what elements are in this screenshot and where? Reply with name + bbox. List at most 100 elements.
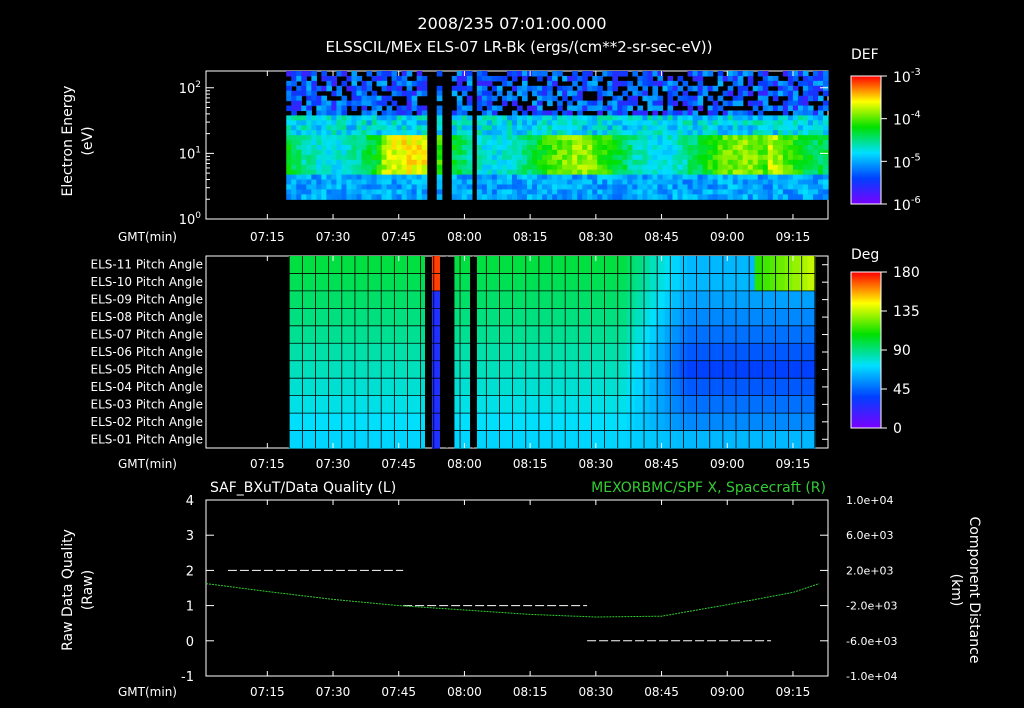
energy-cell bbox=[371, 95, 378, 102]
energy-cell bbox=[421, 105, 428, 112]
energy-cell bbox=[336, 189, 343, 195]
deg-colorbar-tick-label-2: 90 bbox=[893, 343, 911, 359]
pitch-cell bbox=[762, 325, 771, 344]
pitch-cell bbox=[349, 430, 358, 449]
energy-cell bbox=[481, 189, 488, 195]
energy-cell bbox=[592, 169, 598, 176]
pitch-x-tick-label-5: 08:30 bbox=[579, 457, 614, 471]
energy-cell bbox=[777, 149, 784, 156]
energy-cell bbox=[356, 120, 363, 126]
energy-cell bbox=[351, 159, 358, 166]
energy-cell bbox=[582, 135, 588, 141]
energy-cell bbox=[587, 194, 593, 200]
pitch-cell bbox=[319, 308, 328, 327]
energy-cell bbox=[527, 159, 533, 166]
energy-cell bbox=[496, 194, 503, 200]
energy-cell bbox=[682, 140, 689, 146]
energy-cell bbox=[336, 130, 343, 136]
pitch-cell bbox=[319, 413, 328, 432]
energy-cell bbox=[662, 130, 669, 136]
energy-cell bbox=[436, 105, 443, 112]
energy-cell bbox=[647, 135, 654, 141]
energy-cell bbox=[411, 189, 418, 195]
energy-cell bbox=[602, 169, 608, 176]
energy-cell bbox=[496, 169, 503, 176]
energy-cell bbox=[792, 71, 799, 77]
energy-cell bbox=[326, 174, 333, 181]
energy-cell bbox=[567, 110, 573, 116]
energy-cell bbox=[416, 174, 423, 181]
energy-cell bbox=[787, 194, 794, 200]
energy-cell bbox=[642, 169, 649, 176]
energy-cell bbox=[341, 140, 348, 146]
pitch-cell bbox=[657, 395, 666, 414]
pitch-cell bbox=[807, 343, 816, 362]
energy-cell bbox=[341, 125, 348, 131]
energy-cell bbox=[797, 120, 804, 126]
pitch-cell bbox=[401, 273, 410, 292]
pitch-cell bbox=[709, 308, 718, 327]
energy-cell bbox=[737, 71, 744, 77]
energy-cell bbox=[381, 145, 388, 151]
energy-cell bbox=[712, 120, 719, 126]
energy-cell bbox=[401, 189, 408, 195]
energy-cell bbox=[291, 140, 297, 146]
energy-cell bbox=[612, 80, 618, 87]
energy-cell bbox=[602, 105, 608, 112]
energy-cell bbox=[582, 125, 588, 131]
energy-cell bbox=[376, 174, 383, 181]
energy-cell bbox=[652, 189, 659, 195]
energy-cell bbox=[517, 174, 523, 181]
pitch-cell bbox=[289, 256, 298, 275]
energy-cell bbox=[667, 90, 674, 97]
energy-cell bbox=[552, 120, 558, 126]
quality-x-tick-label-6: 08:45 bbox=[644, 685, 679, 699]
pitch-x-tick-label-7: 09:00 bbox=[710, 457, 745, 471]
pitch-cell bbox=[567, 413, 576, 432]
energy-cell bbox=[436, 169, 443, 176]
pitch-cell bbox=[709, 256, 718, 275]
energy-cell bbox=[747, 125, 754, 131]
pitch-cell bbox=[769, 325, 778, 344]
pitch-cell bbox=[394, 395, 403, 414]
energy-cell bbox=[406, 105, 413, 112]
quality-ylabel-left-units: (Raw) bbox=[80, 570, 96, 610]
energy-cell bbox=[547, 80, 553, 87]
energy-cell bbox=[757, 159, 764, 166]
energy-cell bbox=[321, 100, 327, 107]
energy-cell bbox=[341, 164, 348, 171]
energy-cell bbox=[501, 179, 508, 186]
energy-cell bbox=[627, 169, 633, 176]
pitch-cell bbox=[431, 395, 441, 414]
pitch-cell bbox=[379, 430, 388, 449]
energy-cell bbox=[622, 110, 628, 116]
pitch-cell bbox=[747, 378, 756, 397]
pitch-cell bbox=[506, 308, 516, 327]
energy-cell bbox=[396, 169, 403, 176]
energy-cell bbox=[406, 80, 413, 87]
energy-cell bbox=[296, 130, 302, 136]
energy-cell bbox=[752, 130, 759, 136]
energy-cell bbox=[361, 179, 368, 186]
pitch-cell bbox=[454, 378, 463, 397]
pitch-row-label-8: ELS-03 Pitch Angle bbox=[91, 397, 203, 411]
pitch-x-tick-label-3: 08:00 bbox=[447, 457, 482, 471]
energy-cell bbox=[802, 174, 809, 181]
energy-cell bbox=[777, 85, 784, 92]
pitch-cell bbox=[792, 273, 801, 292]
energy-cell bbox=[822, 125, 829, 131]
pitch-cell bbox=[792, 290, 801, 309]
energy-cell bbox=[797, 130, 804, 136]
pitch-cell bbox=[634, 290, 643, 309]
energy-cell bbox=[466, 100, 473, 107]
energy-cell bbox=[562, 154, 568, 161]
energy-cell bbox=[311, 140, 317, 146]
energy-cell bbox=[772, 174, 779, 181]
energy-cell bbox=[792, 164, 799, 171]
energy-cell bbox=[727, 71, 734, 77]
pitch-cell bbox=[544, 360, 553, 379]
energy-cell bbox=[782, 189, 789, 195]
def-colorbar: DEF 10-310-410-510-6 bbox=[850, 47, 921, 214]
energy-cell bbox=[331, 130, 338, 136]
